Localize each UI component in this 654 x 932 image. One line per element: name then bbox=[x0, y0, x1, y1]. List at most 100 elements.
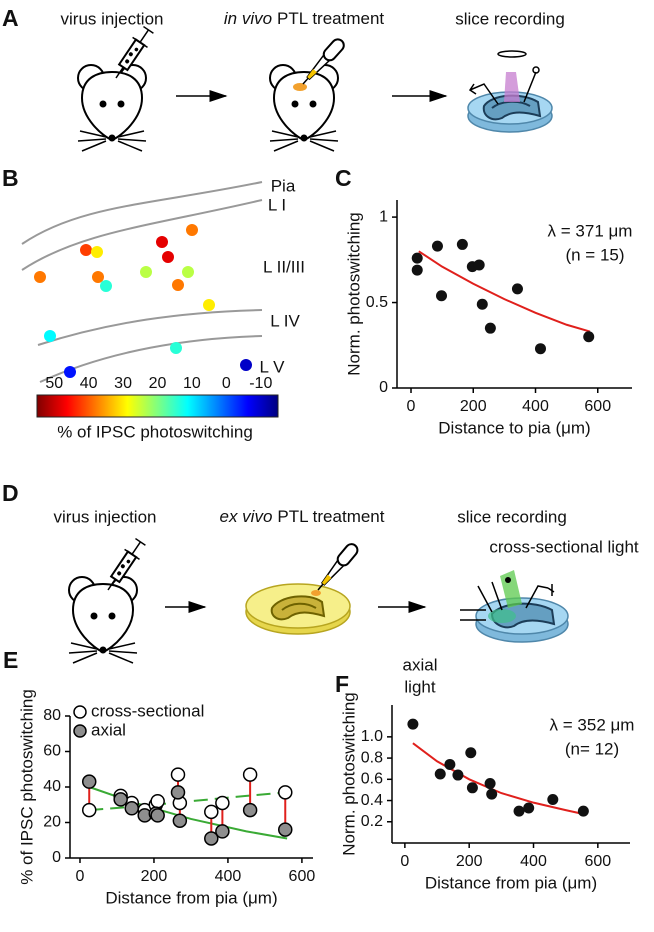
data-point bbox=[407, 718, 419, 730]
data-point bbox=[547, 793, 559, 805]
data-point bbox=[411, 264, 423, 276]
y-tick-label: 0 bbox=[379, 379, 388, 396]
annotation: λ = 352 μm bbox=[550, 715, 635, 734]
step-text: PTL treatment bbox=[277, 507, 384, 526]
annotation: (n= 12) bbox=[565, 739, 619, 758]
data-point bbox=[456, 238, 468, 250]
culture-dish bbox=[245, 583, 351, 635]
x-tick-label: 0 bbox=[407, 398, 416, 415]
cell bbox=[186, 224, 198, 236]
x-tick-label: 400 bbox=[522, 398, 549, 415]
colorbar-tick-label: 10 bbox=[183, 375, 201, 392]
layer-label: L II/III bbox=[263, 257, 305, 276]
panel-label: D bbox=[2, 480, 19, 506]
y-tick-label: 1.0 bbox=[361, 728, 383, 745]
y-tick-label: 40 bbox=[43, 778, 61, 795]
data-point bbox=[411, 252, 423, 264]
data-point bbox=[484, 322, 496, 334]
data-point bbox=[170, 767, 186, 782]
colorbar-tick-label: 40 bbox=[80, 375, 98, 392]
cell bbox=[92, 271, 104, 283]
legend-label: axial bbox=[91, 720, 126, 739]
cell bbox=[64, 366, 76, 378]
panel-label: F bbox=[335, 671, 349, 697]
y-tick-label: 0.2 bbox=[361, 813, 383, 830]
x-axis-label: Distance from pia (μm) bbox=[425, 873, 597, 892]
annotation: λ = 371 μm bbox=[548, 221, 633, 240]
cell bbox=[182, 266, 194, 278]
data-point bbox=[486, 788, 498, 800]
y-tick-label: 0.6 bbox=[361, 771, 383, 788]
legend-marker bbox=[73, 724, 87, 738]
y-tick-label: 60 bbox=[43, 743, 61, 760]
data-point bbox=[204, 804, 219, 820]
y-tick-label: 0 bbox=[52, 849, 61, 866]
x-tick-label: 600 bbox=[584, 853, 611, 870]
step-emphasis: ex vivo bbox=[219, 507, 272, 526]
step-emphasis: in vivo bbox=[224, 9, 272, 28]
step-label: virus injection bbox=[61, 9, 164, 28]
panel-label: E bbox=[3, 647, 18, 673]
cell bbox=[80, 244, 92, 256]
x-tick-label: 0 bbox=[76, 868, 85, 885]
y-axis-label: Norm. photoswitching bbox=[344, 212, 363, 375]
data-point bbox=[278, 785, 293, 800]
data-point bbox=[124, 801, 140, 816]
data-point bbox=[523, 802, 535, 814]
colorbar-tick-label: 50 bbox=[45, 375, 63, 392]
x-tick-label: 200 bbox=[456, 853, 483, 870]
y-tick-label: 0.4 bbox=[361, 792, 383, 809]
y-tick-label: 0.8 bbox=[361, 749, 383, 766]
data-point bbox=[204, 831, 219, 846]
step-label: ex vivo PTL treatment bbox=[219, 507, 384, 526]
step-label: in vivo PTL treatment bbox=[224, 9, 385, 28]
colorbar-tick-label: 0 bbox=[222, 375, 231, 392]
data-point bbox=[81, 802, 97, 818]
cell bbox=[100, 280, 112, 292]
x-tick-label: 600 bbox=[289, 868, 316, 885]
x-tick-label: 600 bbox=[584, 398, 611, 415]
layer-label: Pia bbox=[271, 176, 296, 195]
step-label: slice recording bbox=[457, 507, 567, 526]
legend-marker bbox=[73, 705, 87, 719]
cell bbox=[170, 342, 182, 354]
data-point bbox=[511, 283, 523, 295]
y-tick-label: 0.5 bbox=[366, 294, 388, 311]
data-point bbox=[465, 747, 477, 759]
colorbar-tick-label: 20 bbox=[149, 375, 167, 392]
x-tick-label: 200 bbox=[141, 868, 168, 885]
colorbar-tick-label: 30 bbox=[114, 375, 132, 392]
cell bbox=[203, 299, 215, 311]
data-point bbox=[242, 767, 258, 782]
layer-border bbox=[21, 199, 263, 271]
y-axis-label: Norm. photoswitching bbox=[339, 692, 358, 855]
data-point bbox=[436, 290, 448, 302]
cell bbox=[91, 246, 103, 258]
data-point bbox=[583, 331, 595, 343]
data-point bbox=[444, 758, 456, 770]
cell bbox=[162, 251, 174, 263]
fit-line bbox=[418, 250, 591, 333]
data-point bbox=[278, 822, 293, 837]
layer-label: L I bbox=[268, 195, 286, 214]
colorbar bbox=[36, 394, 279, 418]
cells bbox=[34, 224, 252, 378]
pipette bbox=[312, 540, 361, 595]
data-point bbox=[466, 782, 478, 794]
data-point bbox=[476, 298, 488, 310]
data-point bbox=[81, 774, 97, 789]
mouse bbox=[77, 64, 147, 152]
cell bbox=[240, 359, 252, 371]
data-point bbox=[534, 343, 546, 355]
colorbar-tick-label: -10 bbox=[249, 375, 272, 392]
data-point bbox=[484, 778, 496, 790]
cell bbox=[140, 266, 152, 278]
y-axis-label: % of IPSC photoswitching bbox=[17, 689, 36, 885]
drop bbox=[311, 590, 321, 596]
y-tick-label: 80 bbox=[43, 707, 61, 724]
panel-label: B bbox=[2, 165, 19, 191]
cell bbox=[156, 236, 168, 248]
data-point bbox=[577, 805, 589, 817]
y-tick-label: 1 bbox=[379, 208, 388, 225]
